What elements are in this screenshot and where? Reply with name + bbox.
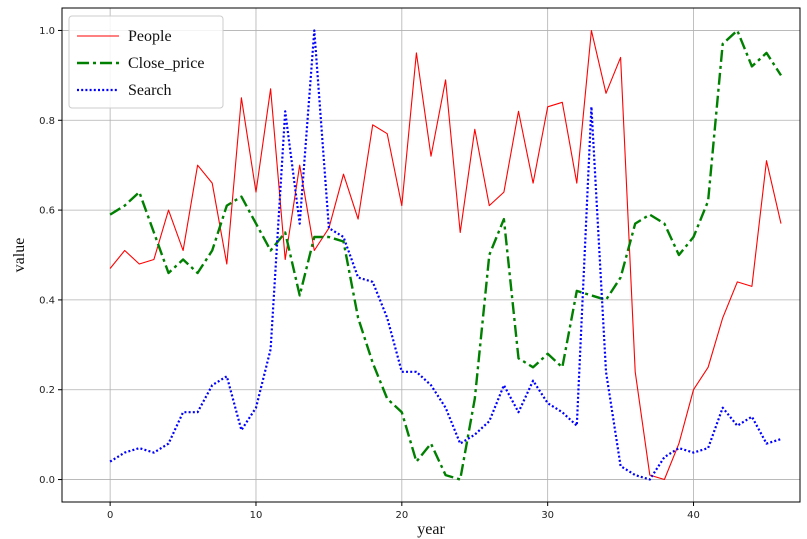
- y-tick-label: 0.4: [39, 295, 55, 306]
- x-axis-label: year: [417, 521, 445, 538]
- legend: People Close_price Search: [68, 15, 224, 109]
- x-tick-label: 20: [395, 510, 408, 521]
- x-tick-label: 0: [107, 510, 113, 521]
- y-axis-ticks: 0.0 0.2 0.4 0.6 0.8 1.0: [39, 26, 62, 486]
- legend-label: Close_price: [128, 55, 204, 72]
- x-tick-label: 10: [250, 510, 263, 521]
- x-axis-ticks: 0 10 20 30 40: [107, 502, 700, 521]
- series-line-search: [109, 29, 782, 481]
- x-tick-label: 40: [687, 510, 700, 521]
- y-tick-label: 0.2: [39, 385, 55, 396]
- legend-label: People: [128, 28, 172, 45]
- x-tick-label: 30: [541, 510, 554, 521]
- legend-box: [68, 15, 224, 109]
- legend-label: Search: [128, 82, 172, 99]
- y-tick-label: 1.0: [39, 26, 55, 37]
- grid: [62, 8, 800, 502]
- series-line-people: [109, 29, 782, 481]
- y-axis-label: value: [11, 238, 28, 273]
- y-tick-label: 0.0: [39, 475, 55, 486]
- series-line-close-price: [109, 29, 783, 481]
- series-layer: [109, 29, 783, 481]
- plot-frame: [61, 7, 801, 503]
- y-tick-label: 0.6: [39, 206, 55, 217]
- y-tick-label: 0.8: [39, 116, 55, 127]
